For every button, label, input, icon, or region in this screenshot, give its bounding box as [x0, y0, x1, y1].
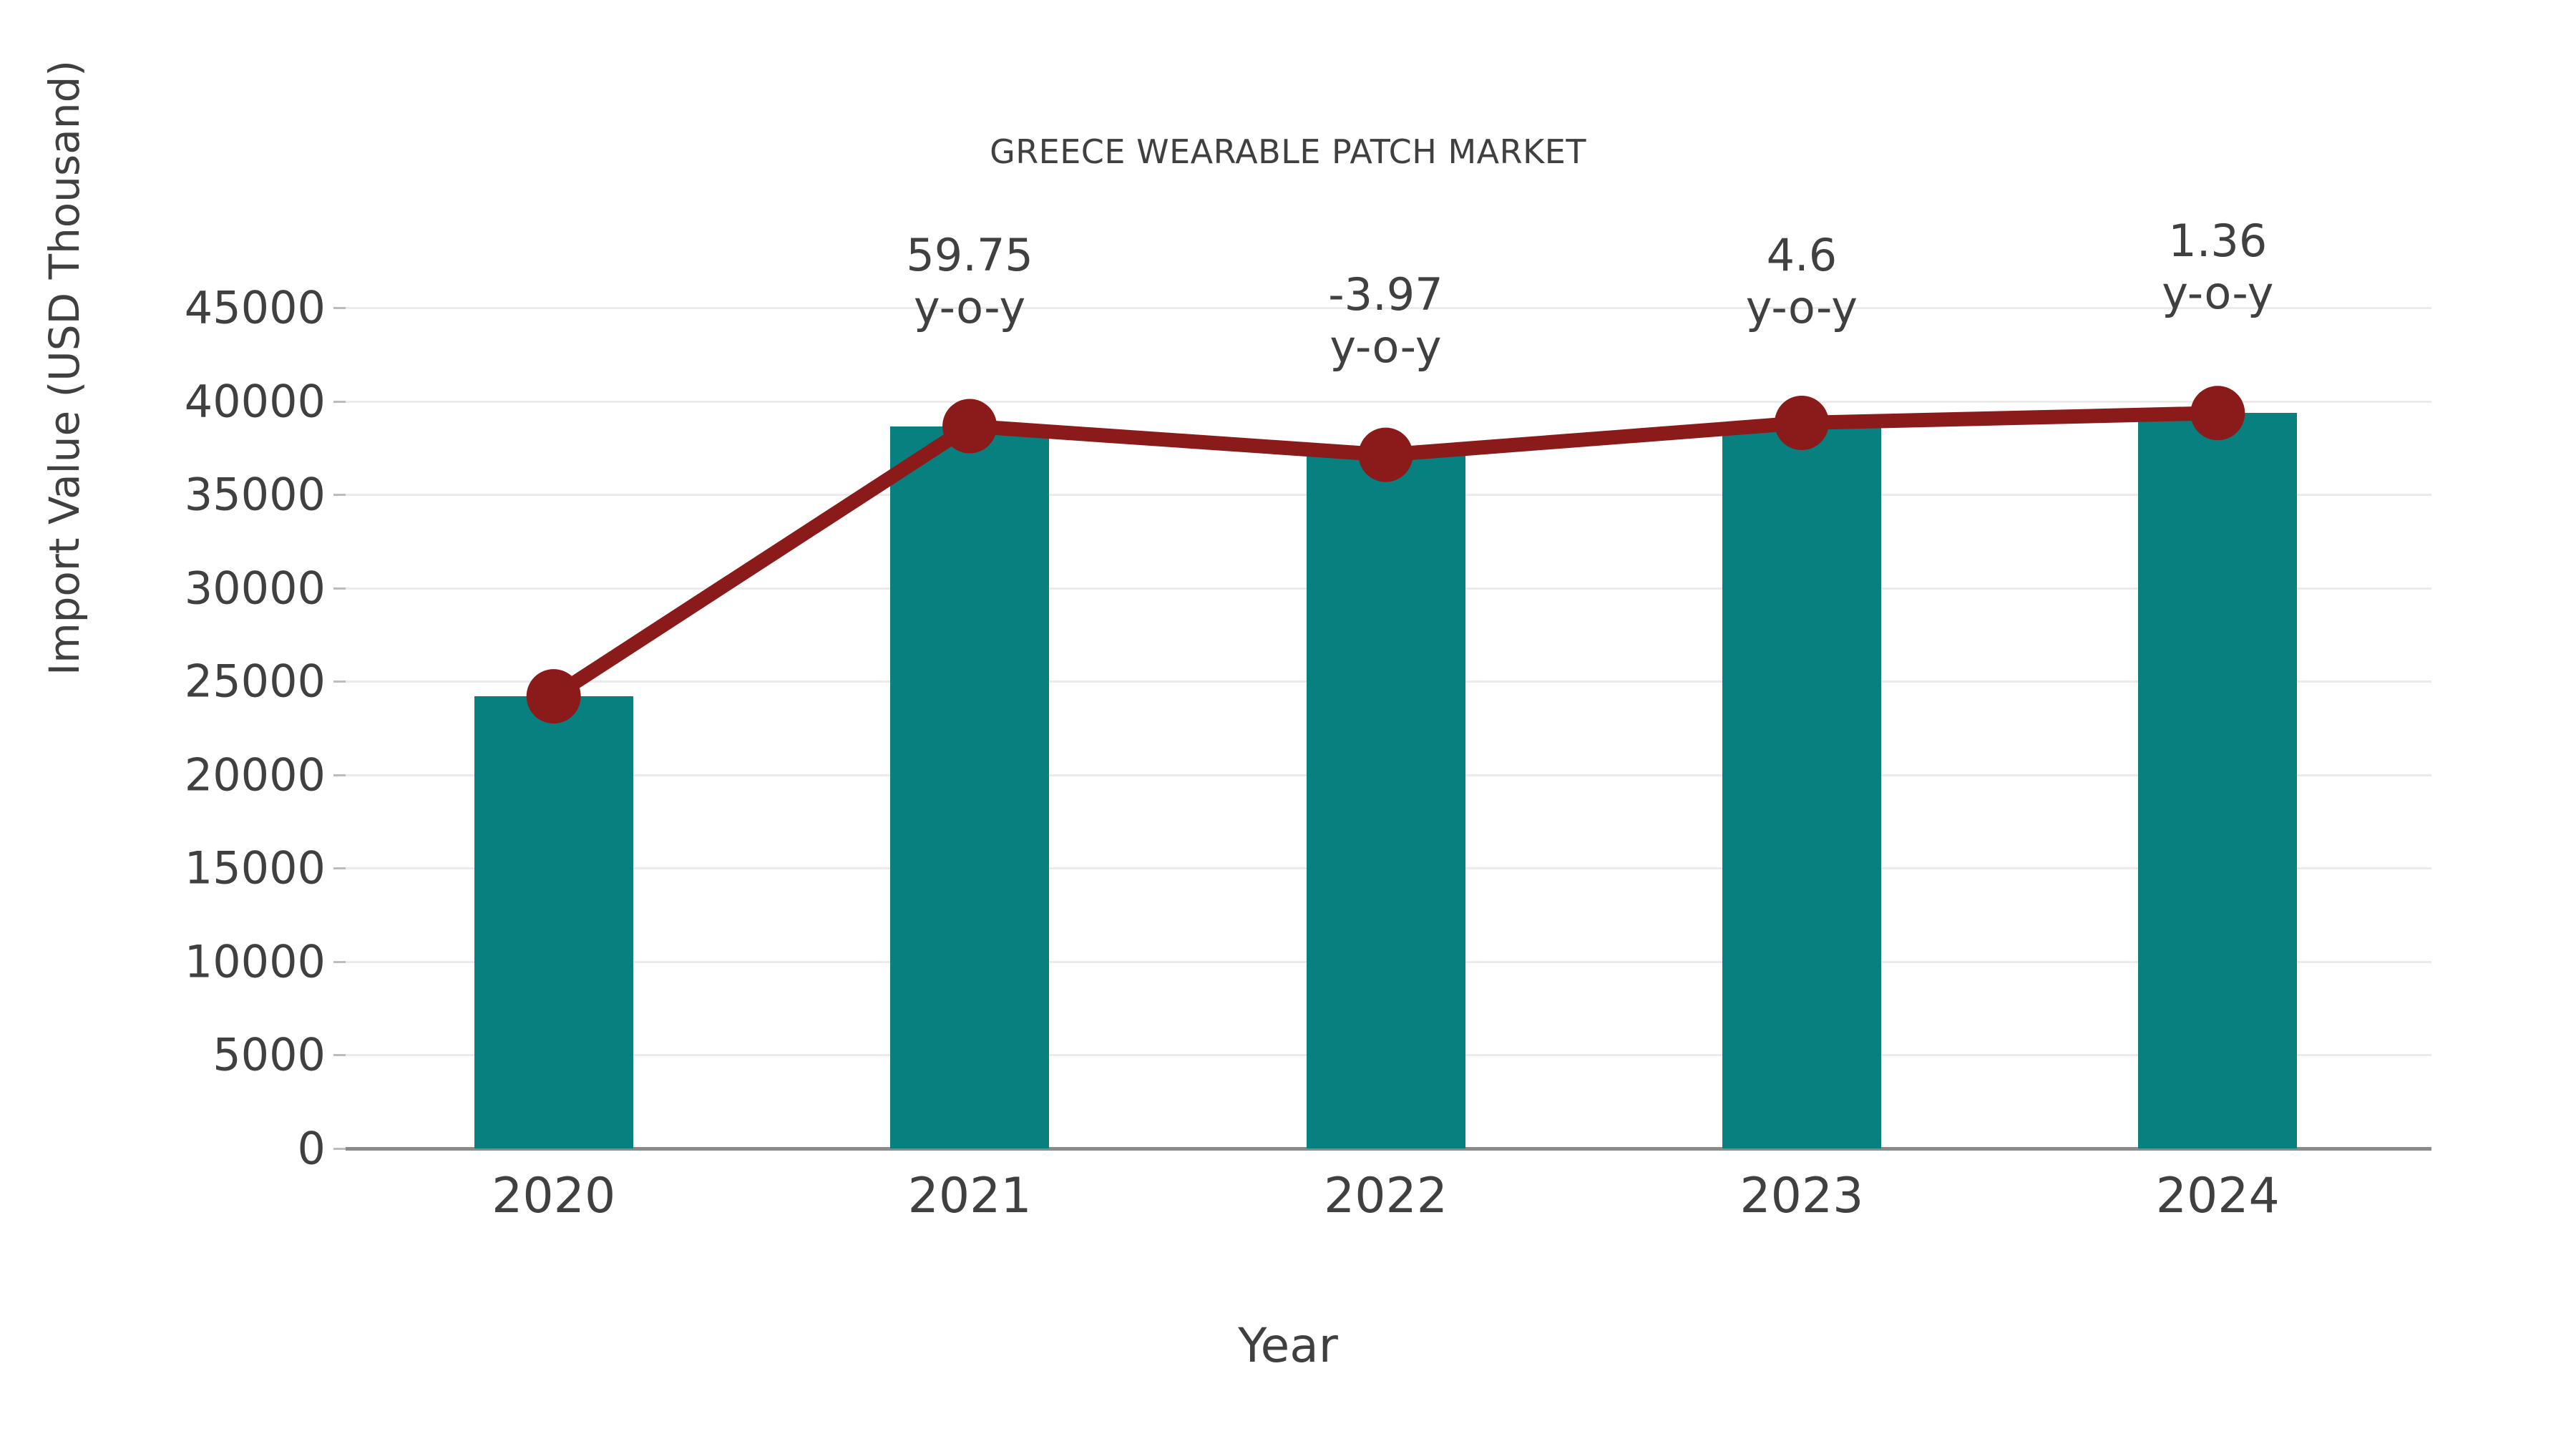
bar	[890, 426, 1050, 1148]
yoy-value: 59.75	[906, 229, 1033, 281]
bar	[1722, 423, 1881, 1148]
y-tick-mark	[333, 680, 346, 683]
yoy-suffix: y-o-y	[914, 281, 1026, 334]
y-tick-label: 25000	[184, 655, 326, 708]
bar	[2138, 413, 2298, 1148]
y-tick-label: 35000	[184, 468, 326, 521]
y-tick-label: 5000	[213, 1028, 326, 1081]
plot-area	[346, 308, 2426, 1148]
yoy-annotation: -3.97 y-o-y	[1221, 268, 1551, 373]
gridline	[346, 400, 2431, 403]
x-tick-label: 2024	[2155, 1168, 2280, 1224]
y-tick-mark	[333, 1148, 346, 1150]
y-tick-mark	[333, 587, 346, 590]
yoy-value: 1.36	[2168, 215, 2268, 267]
x-axis-title: Year	[1238, 1318, 1338, 1373]
yoy-suffix: y-o-y	[1745, 281, 1858, 334]
y-axis-title: Import Value (USD Thousand)	[40, 59, 89, 676]
yoy-annotation: 4.6 y-o-y	[1637, 229, 1966, 333]
y-tick-label: 10000	[184, 935, 326, 988]
x-tick-label: 2022	[1323, 1168, 1448, 1224]
y-tick-label: 0	[297, 1122, 326, 1175]
x-tick-label: 2020	[492, 1168, 616, 1224]
y-tick-label: 30000	[184, 562, 326, 615]
x-tick-label: 2021	[907, 1168, 1032, 1224]
y-tick-mark	[333, 774, 346, 776]
y-tick-label: 40000	[184, 375, 326, 428]
x-axis-line	[346, 1147, 2431, 1151]
bar	[474, 696, 633, 1148]
x-tick-label: 2023	[1740, 1168, 1864, 1224]
y-tick-mark	[333, 494, 346, 497]
yoy-annotation: 1.36 y-o-y	[2053, 215, 2382, 319]
yoy-suffix: y-o-y	[2162, 267, 2274, 320]
y-tick-label: 45000	[184, 281, 326, 334]
y-tick-mark	[333, 960, 346, 963]
y-tick-mark	[333, 867, 346, 870]
chart-title: GREECE WEARABLE PATCH MARKET	[990, 132, 1586, 171]
yoy-value: 4.6	[1766, 229, 1838, 281]
yoy-suffix: y-o-y	[1330, 321, 1442, 374]
y-tick-label: 20000	[184, 748, 326, 801]
y-tick-mark	[333, 400, 346, 403]
y-tick-mark	[333, 1054, 346, 1057]
y-tick-label: 15000	[184, 841, 326, 894]
bar	[1306, 454, 1465, 1148]
y-tick-mark	[333, 307, 346, 309]
yoy-annotation: 59.75 y-o-y	[805, 229, 1134, 333]
yoy-value: -3.97	[1328, 268, 1443, 321]
gridline	[346, 307, 2431, 309]
